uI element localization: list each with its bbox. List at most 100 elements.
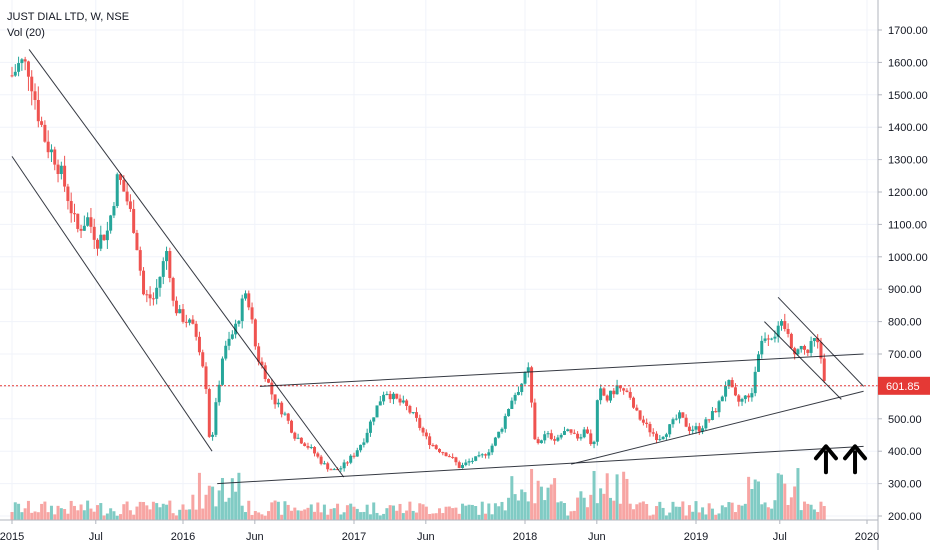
candle-body-232: [773, 336, 777, 339]
volume-bar-229: [763, 502, 767, 520]
volume-bar-210: [701, 507, 705, 520]
candle-body-88: [299, 437, 303, 444]
volume-bar-177: [592, 470, 596, 520]
candle-body-143: [480, 454, 484, 456]
candle-body-223: [743, 395, 747, 400]
candle-body-217: [724, 386, 728, 397]
volume-bar-192: [641, 501, 645, 520]
candle-body-149: [500, 428, 504, 432]
candle-body-119: [401, 400, 405, 403]
candle-body-134: [451, 456, 455, 458]
candle-body-180: [602, 388, 606, 396]
volume-bar-98: [332, 508, 336, 520]
candle-body-138: [464, 462, 468, 466]
candle-body-240: [799, 345, 803, 350]
candle-body-31: [112, 206, 116, 216]
volume-bar-158: [530, 468, 534, 520]
volume-bar-180: [602, 493, 606, 520]
volume-bar-228: [760, 504, 764, 520]
candle-body-120: [405, 400, 409, 406]
candle-body-144: [484, 454, 488, 456]
volume-bar-53: [184, 509, 188, 520]
volume-bar-96: [326, 514, 330, 520]
volume-bar-132: [444, 506, 448, 520]
volume-bar-202: [674, 506, 678, 520]
candle-body-151: [507, 409, 511, 417]
volume-bar-130: [438, 508, 441, 520]
candle-body-2: [17, 63, 21, 72]
candle-body-107: [362, 442, 366, 445]
volume-bar-6: [30, 512, 34, 520]
candle-body-33: [119, 174, 123, 180]
candle-body-106: [359, 444, 363, 451]
candle-body-14: [56, 164, 60, 174]
candle-body-56: [194, 323, 198, 337]
volume-bar-133: [447, 506, 451, 520]
candle-body-241: [803, 345, 807, 350]
symbol-title[interactable]: JUST DIAL LTD, W, NSE: [7, 11, 130, 23]
candle-body-233: [776, 325, 780, 337]
candle-body-219: [730, 380, 734, 388]
volume-bar-136: [457, 513, 461, 520]
volume-bar-3: [20, 512, 24, 520]
volume-bar-4: [23, 508, 27, 520]
volume-bar-193: [645, 504, 649, 520]
range-upper-line: [259, 353, 864, 387]
x-tick-label-2: 2016: [171, 531, 195, 543]
candle-body-227: [756, 354, 760, 372]
volume-bar-95: [322, 504, 326, 520]
volume-bar-45: [158, 507, 162, 520]
volume-bar-125: [421, 504, 425, 520]
candle-body-69: [237, 321, 241, 324]
volume-bar-244: [812, 509, 816, 520]
volume-bar-80: [273, 500, 277, 520]
y-tick-label-5: 1200.00: [888, 187, 928, 199]
volume-bar-224: [747, 476, 751, 520]
volume-bar-175: [585, 507, 589, 520]
volume-bar-234: [780, 474, 783, 520]
candle-body-179: [599, 388, 603, 401]
volume-bar-8: [36, 512, 40, 520]
y-tick-label-1: 1600.00: [888, 57, 928, 69]
volume-indicator-label[interactable]: Vol (20): [7, 27, 45, 39]
volume-bar-214: [714, 514, 718, 520]
lower-channel-2015: [11, 156, 213, 452]
candle-body-139: [467, 461, 471, 463]
volume-bar-159: [533, 503, 537, 520]
candle-body-171: [572, 432, 576, 434]
candle-body-127: [428, 436, 432, 446]
candle-body-87: [296, 437, 300, 439]
volume-bar-109: [368, 514, 372, 520]
candle-body-70: [240, 298, 244, 322]
volume-bar-223: [743, 503, 747, 520]
candle-body-160: [536, 439, 540, 444]
volume-bar-156: [523, 492, 527, 520]
candle-body-184: [615, 385, 619, 395]
volume-bar-72: [247, 500, 251, 520]
y-tick-label-9: 800.00: [888, 317, 922, 329]
volume-bar-73: [250, 514, 254, 520]
candle-body-3: [20, 59, 24, 64]
x-tick-label-8: 2019: [684, 531, 708, 543]
volume-bar-102: [345, 505, 349, 520]
volume-bar-144: [484, 513, 488, 520]
candle-body-181: [605, 395, 609, 401]
candle-body-101: [342, 462, 346, 469]
volume-bar-181: [605, 473, 609, 520]
candle-body-216: [720, 396, 724, 402]
volume-bar-5: [26, 500, 30, 520]
volume-bar-36: [128, 510, 132, 520]
candle-body-89: [303, 443, 307, 447]
candle-body-38: [135, 232, 139, 251]
volume-bar-201: [671, 501, 675, 520]
candle-body-53: [184, 321, 188, 323]
volume-bar-235: [783, 483, 787, 520]
volume-bar-239: [796, 468, 800, 520]
volume-bar-155: [520, 489, 524, 520]
volume-bar-88: [299, 510, 303, 520]
volume-bar-186: [622, 471, 626, 520]
candle-body-102: [345, 462, 349, 464]
candle-body-152: [510, 400, 514, 410]
